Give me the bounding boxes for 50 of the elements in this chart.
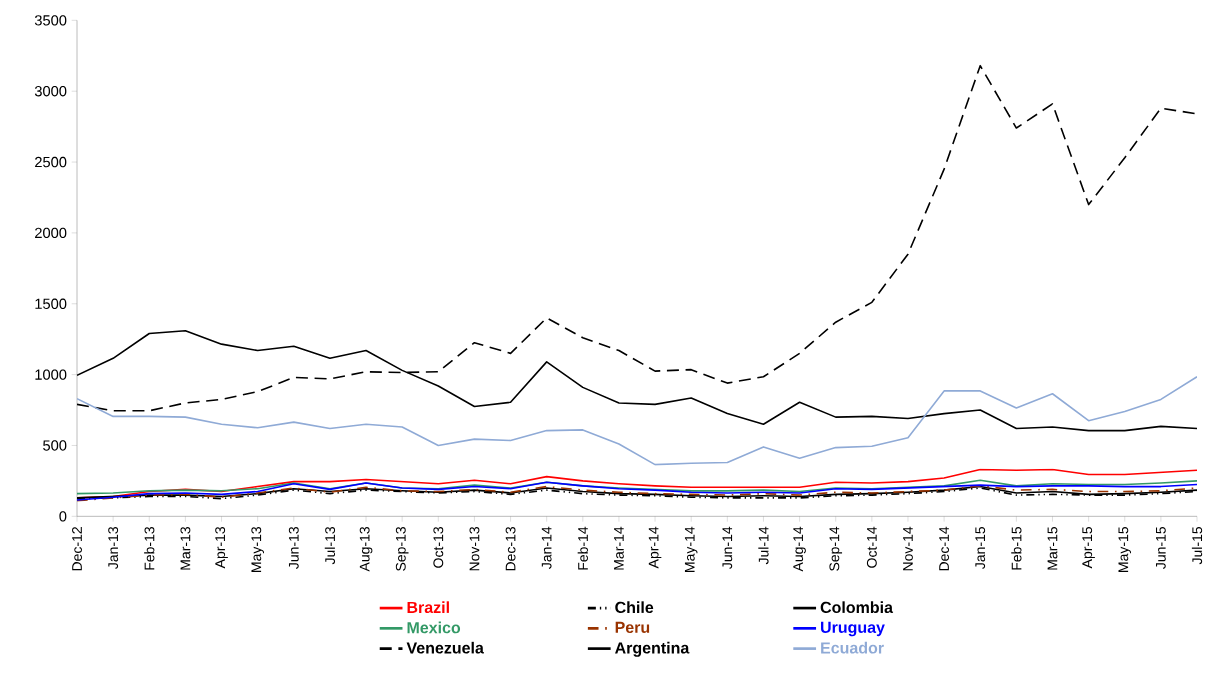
x-tick-label: Dec-13 <box>505 527 516 571</box>
x-tick-label: May-15 <box>1118 526 1132 572</box>
x-tick-label: Aug-14 <box>793 526 806 572</box>
x-tick-label: Mar-15 <box>1047 526 1058 570</box>
y-tick-label: 2000 <box>35 227 67 239</box>
legend-label: Uruguay <box>821 621 885 637</box>
x-tick-label: Mar-14 <box>614 526 624 570</box>
legend-label: Chile <box>615 601 654 614</box>
x-tick-label: Dec-14 <box>939 526 949 571</box>
y-tick-label: 2500 <box>35 156 67 168</box>
y-tick-label: 0 <box>59 511 67 522</box>
legend-label: Argentina <box>615 641 690 657</box>
x-tick-label: Feb-13 <box>144 527 155 570</box>
x-tick-label: Jan-14 <box>541 526 552 569</box>
y-tick-label: 3000 <box>34 86 67 97</box>
x-tick-label: Jun-15 <box>1156 526 1166 569</box>
x-tick-label: Oct-13 <box>433 526 444 568</box>
x-tick-label: Jul-14 <box>758 526 769 565</box>
legend-label: Peru <box>615 621 650 633</box>
x-tick-label: Sep-14 <box>829 526 843 571</box>
legend-label: Ecuador <box>821 641 884 654</box>
x-tick-label: Apr-13 <box>215 527 228 569</box>
x-tick-label: Jan-15 <box>975 526 986 569</box>
legend-label: Venezuela <box>406 641 484 654</box>
x-tick-label: Nov-13 <box>469 527 480 571</box>
legend-label: Colombia <box>820 601 894 614</box>
x-tick-label: Jun-13 <box>288 527 299 569</box>
x-tick-label: Feb-14 <box>577 526 588 570</box>
x-tick-label: May-14 <box>684 526 698 572</box>
x-tick-label: Sep-13 <box>395 527 409 571</box>
x-tick-label: Feb-15 <box>1011 526 1022 570</box>
x-tick-label: Jun-14 <box>722 526 733 569</box>
x-tick-label: Nov-14 <box>903 526 913 571</box>
x-tick-label: Jul-13 <box>324 527 336 565</box>
legend-label: Mexico <box>407 621 461 634</box>
line-series <box>77 375 1198 466</box>
y-tick-label: 500 <box>43 440 67 451</box>
legend-label: Brazil <box>407 601 449 614</box>
x-tick-label: Jul-15 <box>1191 526 1203 565</box>
y-tick-label: 1000 <box>35 369 67 380</box>
x-tick-label: Mar-13 <box>180 527 191 570</box>
x-tick-label: Oct-14 <box>866 526 877 568</box>
x-tick-label: May-13 <box>251 527 264 572</box>
x-tick-label: Apr-15 <box>1082 526 1095 569</box>
y-tick-label: 3500 <box>34 15 67 26</box>
x-tick-label: Aug-13 <box>359 527 373 572</box>
x-tick-label: Jan-13 <box>108 527 119 569</box>
x-tick-label: Apr-14 <box>648 526 662 569</box>
y-tick-label: 1500 <box>35 298 67 309</box>
x-tick-label: Dec-12 <box>72 527 82 571</box>
